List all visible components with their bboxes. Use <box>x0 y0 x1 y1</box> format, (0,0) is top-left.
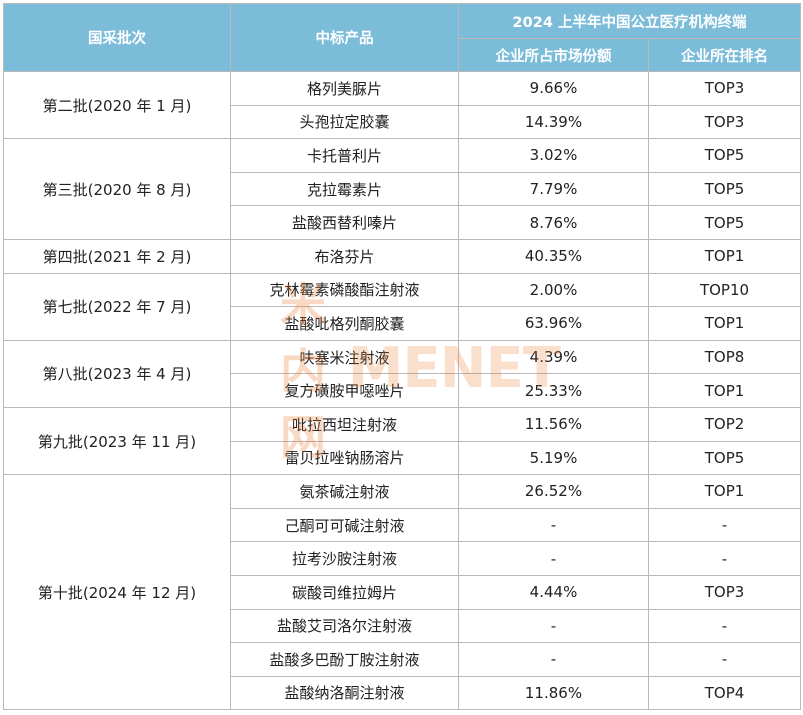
share-cell: 4.44% <box>458 574 649 610</box>
product-cell: 呋塞米注射液 <box>230 339 459 375</box>
rank-cell: TOP5 <box>648 171 801 207</box>
header-group-title: 2024 上半年中国公立医疗机构终端 <box>458 3 801 39</box>
share-cell: 40.35% <box>458 238 649 274</box>
table-row: 第三批(2020 年 8 月) 卡托普利片 3.02% TOP5 <box>3 138 801 240</box>
product-cell: 拉考沙胺注射液 <box>230 541 459 576</box>
rank-cell: TOP10 <box>648 272 801 308</box>
rank-cell: TOP5 <box>648 205 801 240</box>
table-row: 第十批(2024 年 12 月) 氨茶碱注射液 26.52% TOP1 <box>3 474 801 711</box>
share-cell: 14.39% <box>458 104 649 140</box>
share-cell: 9.66% <box>458 71 649 106</box>
share-cell: 2.00% <box>458 272 649 308</box>
rank-cell: TOP1 <box>648 373 801 408</box>
table-row: 己酮可可碱注射液 - - <box>4 507 801 543</box>
header-batch: 国采批次 <box>3 3 231 72</box>
rank-cell: TOP5 <box>648 440 801 476</box>
rank-cell: TOP3 <box>648 574 801 610</box>
table-row: 拉考沙胺注射液 - - <box>4 541 801 576</box>
rank-cell: - <box>648 608 801 644</box>
rank-cell: TOP3 <box>648 104 801 140</box>
table-row: 复方磺胺甲噁唑片 25.33% TOP1 <box>4 373 801 408</box>
rank-cell: - <box>648 642 801 677</box>
share-cell: - <box>458 541 649 576</box>
table-row: 第八批(2023 年 4 月) 呋塞米注射液 4.39% TOP8 <box>3 339 801 408</box>
product-cell: 克拉霉素片 <box>230 171 459 207</box>
share-cell: 4.39% <box>458 339 649 375</box>
product-cell: 碳酸司维拉姆片 <box>230 574 459 610</box>
share-cell: 5.19% <box>458 440 649 476</box>
batch-cell: 第二批(2020 年 1 月) <box>3 70 231 140</box>
share-cell: - <box>458 507 649 543</box>
product-cell: 头孢拉定胶囊 <box>230 104 459 140</box>
product-cell: 克林霉素磷酸酯注射液 <box>230 272 459 308</box>
rank-cell: TOP1 <box>648 474 801 509</box>
rank-cell: - <box>648 507 801 543</box>
header-share: 企业所占市场份额 <box>458 38 649 72</box>
batch-cell: 第四批(2021 年 2 月) <box>3 238 231 274</box>
procurement-table: 国采批次 中标产品 2024 上半年中国公立医疗机构终端 企业所占市场份额 企业… <box>3 3 801 711</box>
rank-cell: TOP8 <box>648 339 801 375</box>
table-row: 第九批(2023 年 11 月) 吡拉西坦注射液 11.56% TOP2 <box>3 406 801 476</box>
product-cell: 布洛芬片 <box>230 238 459 274</box>
share-cell: - <box>458 642 649 677</box>
header-rank: 企业所在排名 <box>648 38 801 72</box>
product-cell: 复方磺胺甲噁唑片 <box>230 373 459 408</box>
rank-cell: TOP4 <box>648 675 801 711</box>
product-cell: 格列美脲片 <box>230 71 459 106</box>
product-cell: 盐酸纳洛酮注射液 <box>230 675 459 711</box>
table-row: 盐酸西替利嗪片 8.76% TOP5 <box>4 205 801 240</box>
rank-cell: TOP2 <box>648 406 801 442</box>
share-cell: 26.52% <box>458 474 649 509</box>
rank-cell: TOP1 <box>648 238 801 274</box>
table-row: 盐酸艾司洛尔注射液 - - <box>4 608 801 644</box>
product-cell: 盐酸多巴酚丁胺注射液 <box>230 642 459 677</box>
product-cell: 吡拉西坦注射液 <box>230 406 459 442</box>
table-row: 克拉霉素片 7.79% TOP5 <box>4 171 801 207</box>
header-product: 中标产品 <box>230 3 459 72</box>
table-row: 碳酸司维拉姆片 4.44% TOP3 <box>4 574 801 610</box>
rank-cell: - <box>648 541 801 576</box>
batch-cell: 第八批(2023 年 4 月) <box>3 339 231 408</box>
product-cell: 己酮可可碱注射液 <box>230 507 459 543</box>
batch-cell: 第七批(2022 年 7 月) <box>3 272 231 341</box>
table-row: 头孢拉定胶囊 14.39% TOP3 <box>4 104 801 140</box>
product-cell: 盐酸艾司洛尔注射液 <box>230 608 459 644</box>
rank-cell: TOP1 <box>648 306 801 341</box>
product-cell: 卡托普利片 <box>230 138 459 173</box>
share-cell: 8.76% <box>458 205 649 240</box>
table-row: 第四批(2021 年 2 月) 布洛芬片 40.35% TOP1 <box>3 238 801 274</box>
rank-cell: TOP5 <box>648 138 801 173</box>
product-cell: 盐酸吡格列酮胶囊 <box>230 306 459 341</box>
batch-cell: 第十批(2024 年 12 月) <box>3 474 231 711</box>
share-cell: 11.86% <box>458 675 649 711</box>
table-body: 第二批(2020 年 1 月) 格列美脲片 9.66% TOP3 头孢拉定胶囊 14.39… <box>3 70 801 711</box>
share-cell: 3.02% <box>458 138 649 173</box>
share-cell: 11.56% <box>458 406 649 442</box>
rank-cell: TOP3 <box>648 71 801 106</box>
table-row: 盐酸吡格列酮胶囊 63.96% TOP1 <box>4 306 801 341</box>
share-cell: 63.96% <box>458 306 649 341</box>
share-cell: 7.79% <box>458 171 649 207</box>
table-row: 盐酸纳洛酮注射液 11.86% TOP4 <box>4 675 801 711</box>
batch-cell: 第九批(2023 年 11 月) <box>3 406 231 476</box>
share-cell: 25.33% <box>458 373 649 408</box>
product-cell: 盐酸西替利嗪片 <box>230 205 459 240</box>
share-cell: - <box>458 608 649 644</box>
table-row: 第七批(2022 年 7 月) 克林霉素磷酸酯注射液 2.00% TOP10 <box>3 272 801 341</box>
batch-cell: 第三批(2020 年 8 月) <box>3 138 231 240</box>
table-row: 第二批(2020 年 1 月) 格列美脲片 9.66% TOP3 <box>3 70 801 140</box>
product-cell: 氨茶碱注射液 <box>230 474 459 509</box>
table-row: 盐酸多巴酚丁胺注射液 - - <box>4 642 801 677</box>
product-cell: 雷贝拉唑钠肠溶片 <box>230 440 459 476</box>
